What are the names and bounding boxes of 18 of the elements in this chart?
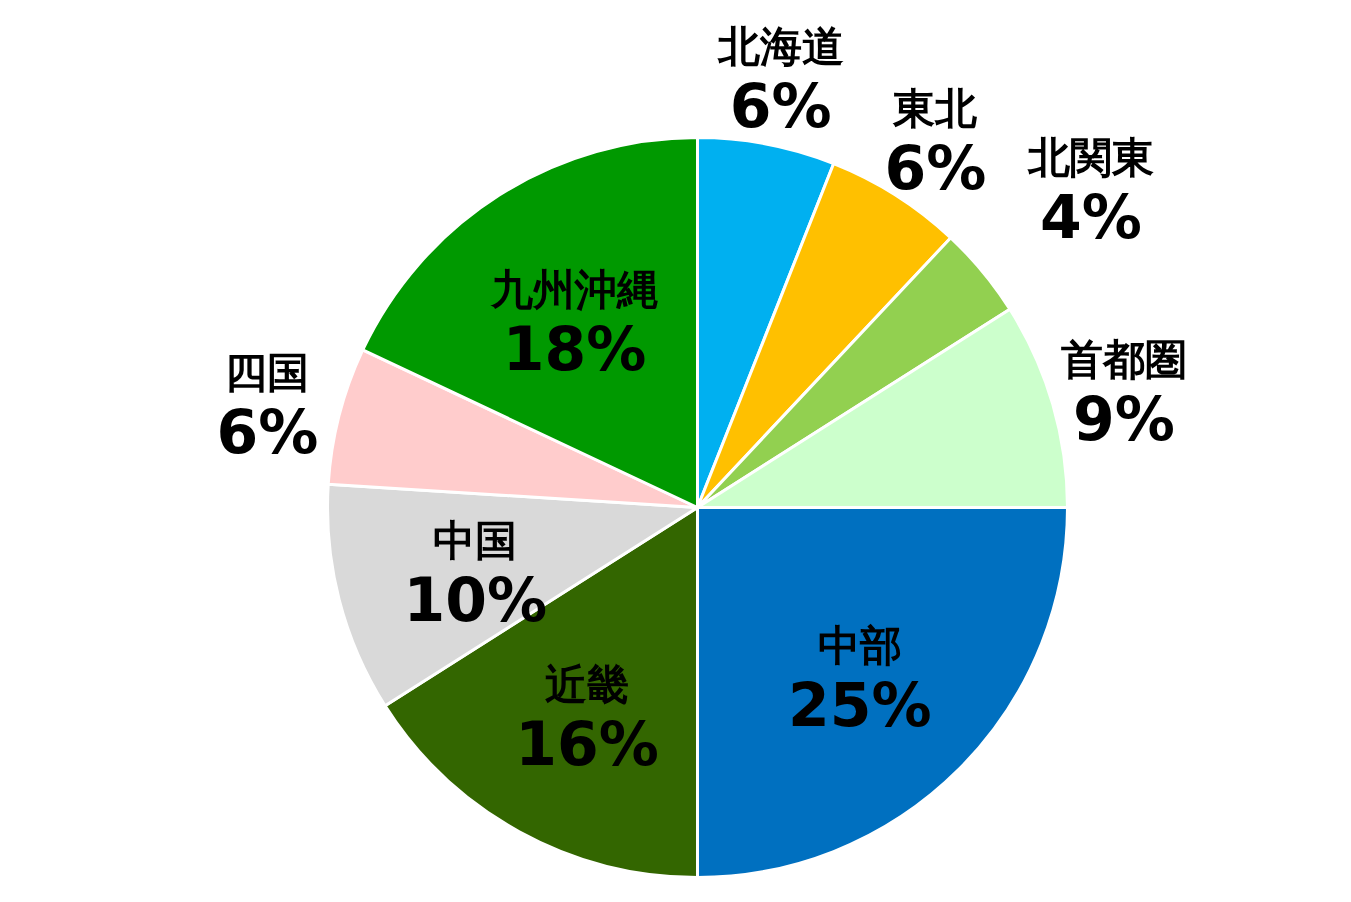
slice-label: 北関東	[1026, 133, 1154, 183]
slice-label: 四国	[225, 348, 310, 398]
data-label: 6%	[216, 397, 319, 468]
slice-label: 九州沖縄	[489, 264, 659, 314]
slice-label: 近畿	[544, 659, 629, 709]
slice-label: 北海道	[716, 22, 844, 72]
slice-label: 中国	[433, 515, 518, 565]
slice-label: 首都圏	[1060, 334, 1187, 384]
data-label: 16%	[515, 708, 659, 779]
slice-label: 東北	[892, 83, 978, 133]
slice-label: 中部	[817, 620, 902, 670]
data-label: 10%	[403, 564, 548, 635]
data-label: 18%	[502, 313, 647, 384]
data-label: 25%	[787, 669, 932, 740]
data-label: 6%	[884, 132, 987, 203]
data-label: 9%	[1072, 383, 1175, 454]
data-label: 4%	[1039, 182, 1142, 253]
data-label: 6%	[729, 71, 832, 142]
